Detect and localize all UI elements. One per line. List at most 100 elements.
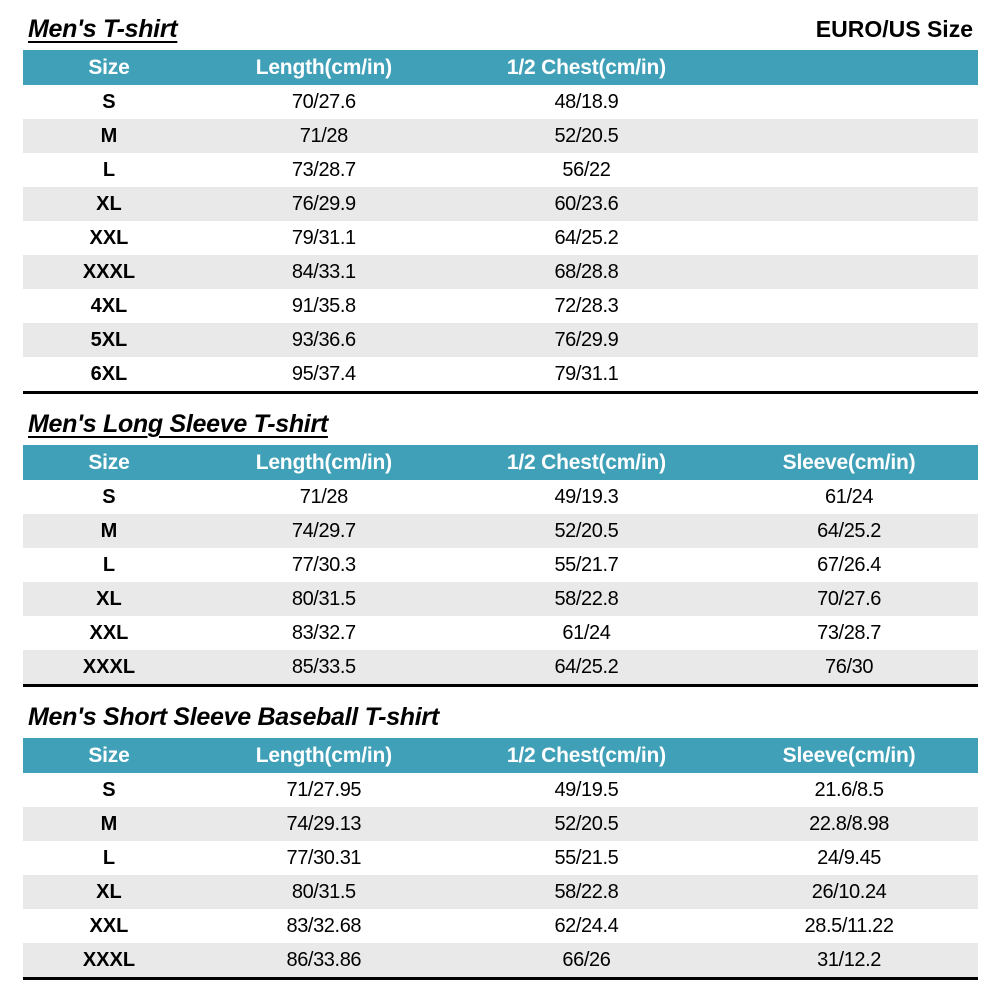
column-header: 1/2 Chest(cm/in) [452, 50, 721, 85]
measurement-cell: 56/22 [562, 158, 611, 181]
table-row: 6XL 95/37.4 79/31.1 [23, 357, 978, 393]
size-table: Size Length(cm/in) 1/2 Chest(cm/in) Sleeve(… [23, 445, 978, 687]
measurement-cell: 24/9.45 [817, 846, 882, 869]
measurement-cell: 95/37.4 [291, 362, 356, 385]
measurement-cell: 52/20.5 [554, 124, 619, 147]
measurement-cell: 31/12.2 [817, 948, 882, 971]
measurement-cell: 70/27.6 [291, 90, 356, 113]
column-header: Sleeve(cm/in) [720, 738, 978, 773]
column-header: Size [23, 50, 195, 85]
size-cell: S [102, 485, 116, 508]
measurement-cell: 21.6/8.5 [814, 778, 884, 801]
table-row: 5XL 93/36.6 76/29.9 [23, 323, 978, 357]
measurement-cell: 77/30.3 [291, 553, 356, 576]
table-row: L 77/30.31 55/21.5 24/9.45 [23, 841, 978, 875]
measurement-cell: 77/30.31 [286, 846, 362, 869]
measurement-cell [720, 323, 978, 357]
measurement-cell [720, 357, 978, 393]
corner-label: EURO/US Size [815, 16, 973, 42]
measurement-cell: 72/28.3 [554, 294, 619, 317]
table-row: XXXL 86/33.86 66/26 31/12.2 [23, 943, 978, 979]
size-cell: XL [96, 880, 122, 903]
measurement-cell [720, 289, 978, 323]
size-cell: S [102, 90, 116, 113]
size-cell: L [102, 158, 116, 181]
table-row: S 70/27.6 48/18.9 [23, 85, 978, 119]
column-header: Length(cm/in) [194, 50, 453, 85]
measurement-cell: 71/27.95 [286, 778, 362, 801]
size-cell: XXXL [82, 655, 136, 678]
table-header: Size Length(cm/in) 1/2 Chest(cm/in) Sleeve(… [23, 738, 978, 773]
measurement-cell: 64/25.2 [554, 226, 619, 249]
measurement-cell: 74/29.7 [291, 519, 356, 542]
table-header: Size Length(cm/in) 1/2 Chest(cm/in) [23, 50, 978, 85]
table-row: XXXL 84/33.1 68/28.8 [23, 255, 978, 289]
measurement-cell: 67/26.4 [817, 553, 882, 576]
measurement-cell: 28.5/11.22 [804, 914, 894, 937]
measurement-cell: 80/31.5 [291, 880, 356, 903]
measurement-cell: 93/36.6 [291, 328, 356, 351]
measurement-cell: 79/31.1 [291, 226, 356, 249]
table-row: XXL 83/32.7 61/24 73/28.7 [23, 616, 978, 650]
measurement-cell: 66/26 [562, 948, 611, 971]
measurement-cell [720, 85, 978, 119]
size-cell: XXL [89, 621, 129, 644]
measurement-cell [720, 187, 978, 221]
measurement-cell: 64/25.2 [817, 519, 882, 542]
section-head: Men's Short Sleeve Baseball T-shirt [28, 702, 973, 733]
measurement-cell: 58/22.8 [554, 880, 619, 903]
measurement-cell: 73/28.7 [817, 621, 882, 644]
measurement-cell: 83/32.7 [291, 621, 356, 644]
measurement-cell: 61/24 [825, 485, 874, 508]
size-table-section: Men's Long Sleeve T-shirt Size Length(cm/… [23, 409, 978, 687]
measurement-cell: 26/10.24 [811, 880, 887, 903]
table-row: S 71/27.95 49/19.5 21.6/8.5 [23, 773, 978, 807]
table-row: L 73/28.7 56/22 [23, 153, 978, 187]
measurement-cell: 85/33.5 [291, 655, 356, 678]
size-cell: S [102, 778, 116, 801]
header-row: Size Length(cm/in) 1/2 Chest(cm/in) [23, 50, 978, 85]
table-row: S 71/28 49/19.3 61/24 [23, 480, 978, 514]
size-cell: XXL [89, 226, 129, 249]
column-header [720, 50, 978, 85]
column-header: Size [23, 445, 195, 480]
table-row: XL 76/29.9 60/23.6 [23, 187, 978, 221]
size-cell: M [100, 812, 118, 835]
table-row: XXL 79/31.1 64/25.2 [23, 221, 978, 255]
size-table-section: Men's T-shirt EURO/US Size Size Length(cm… [23, 14, 978, 394]
header-row: Size Length(cm/in) 1/2 Chest(cm/in) Sleeve(… [23, 445, 978, 480]
table-body: S 71/28 49/19.3 61/24 M 74/29.7 52/20.5 64/25.2… [23, 480, 978, 686]
size-charts: Men's T-shirt EURO/US Size Size Length(cm… [23, 14, 978, 980]
column-header: Size [23, 738, 195, 773]
size-cell: XL [96, 587, 122, 610]
table-row: M 71/28 52/20.5 [23, 119, 978, 153]
measurement-cell: 73/28.7 [291, 158, 356, 181]
measurement-cell: 60/23.6 [554, 192, 619, 215]
section-head: Men's T-shirt EURO/US Size [28, 14, 973, 45]
measurement-cell: 71/28 [299, 485, 348, 508]
measurement-cell: 83/32.68 [286, 914, 362, 937]
header-row: Size Length(cm/in) 1/2 Chest(cm/in) Sleeve(… [23, 738, 978, 773]
measurement-cell: 52/20.5 [554, 812, 619, 835]
measurement-cell: 76/30 [825, 655, 874, 678]
measurement-cell: 62/24.4 [554, 914, 619, 937]
size-table: Size Length(cm/in) 1/2 Chest(cm/in) S 70/27… [23, 50, 978, 394]
measurement-cell: 71/28 [299, 124, 348, 147]
size-cell: 5XL [90, 328, 128, 351]
measurement-cell [720, 119, 978, 153]
table-row: L 77/30.3 55/21.7 67/26.4 [23, 548, 978, 582]
size-cell: XXL [89, 914, 129, 937]
measurement-cell: 49/19.3 [554, 485, 619, 508]
measurement-cell: 48/18.9 [554, 90, 619, 113]
measurement-cell: 76/29.9 [554, 328, 619, 351]
measurement-cell: 64/25.2 [554, 655, 619, 678]
column-header: 1/2 Chest(cm/in) [452, 445, 721, 480]
size-cell: L [102, 846, 116, 869]
size-cell: XXXL [82, 260, 136, 283]
size-cell: 4XL [90, 294, 128, 317]
section-head: Men's Long Sleeve T-shirt [28, 409, 973, 440]
size-table-section: Men's Short Sleeve Baseball T-shirt Size… [23, 702, 978, 980]
size-cell: 6XL [90, 362, 128, 385]
table-row: M 74/29.13 52/20.5 22.8/8.98 [23, 807, 978, 841]
